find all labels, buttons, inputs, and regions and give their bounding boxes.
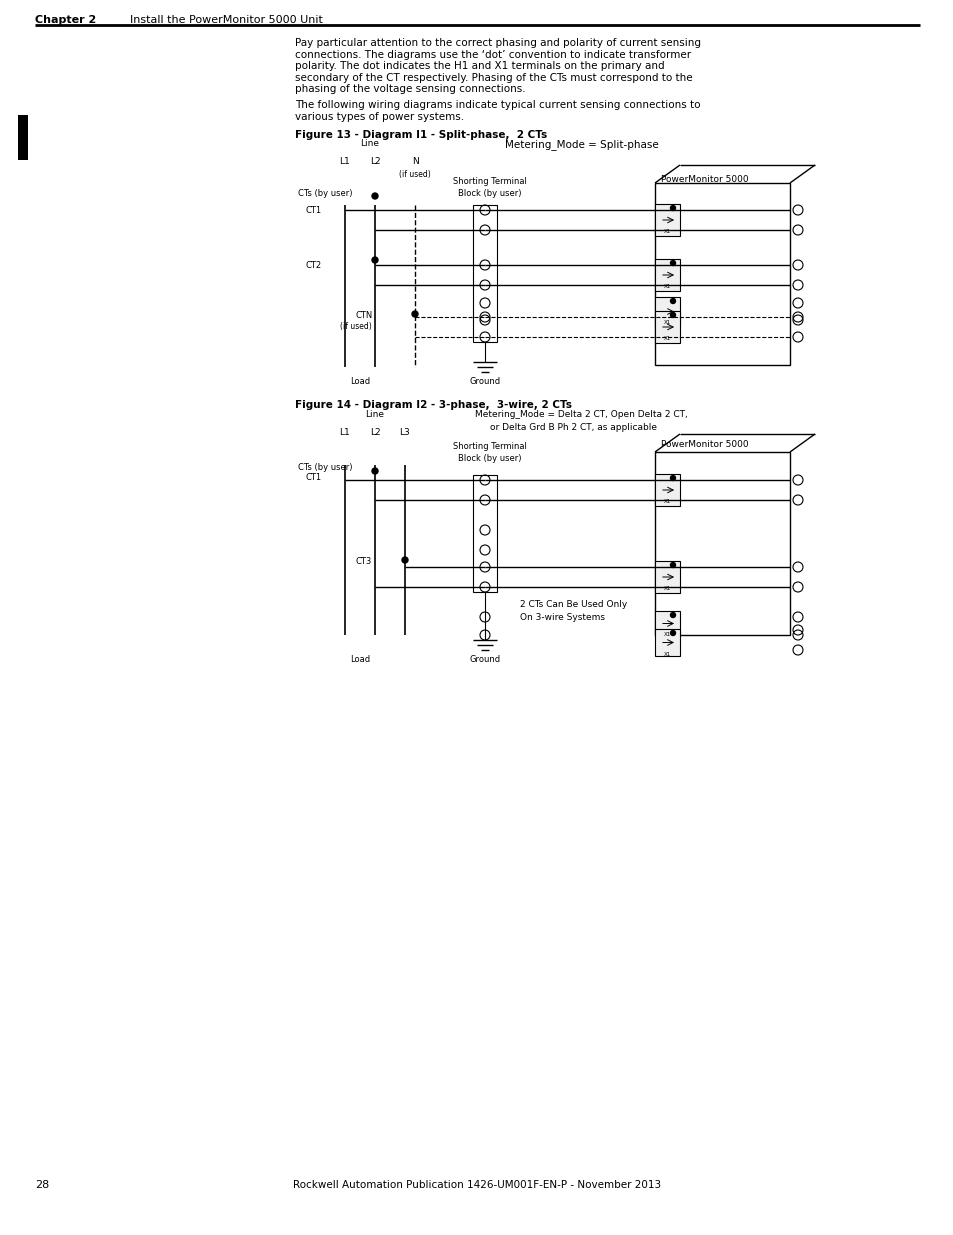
- Text: (if used): (if used): [398, 170, 431, 179]
- Bar: [655, 296, 679, 326]
- Bar: [473, 475, 497, 592]
- Text: L2: L2: [370, 429, 380, 437]
- Text: Rockwell Automation Publication 1426-UM001F-EN-P - November 2013: Rockwell Automation Publication 1426-UM0…: [293, 1179, 660, 1191]
- Bar: [655, 452, 789, 635]
- Text: L3: L3: [399, 429, 410, 437]
- Text: Metering_Mode = Split-phase: Metering_Mode = Split-phase: [504, 140, 659, 149]
- Bar: [655, 474, 679, 506]
- Bar: [655, 183, 789, 366]
- Text: Load: Load: [350, 655, 370, 664]
- Text: Install the PowerMonitor 5000 Unit: Install the PowerMonitor 5000 Unit: [130, 15, 322, 25]
- Text: Ground: Ground: [469, 377, 500, 387]
- Circle shape: [670, 312, 675, 317]
- Text: PowerMonitor 5000: PowerMonitor 5000: [660, 440, 748, 450]
- Text: 28: 28: [35, 1179, 50, 1191]
- Circle shape: [670, 205, 675, 210]
- Circle shape: [670, 261, 675, 266]
- Text: Figure 14 - Diagram I2 - 3-phase,  3-wire, 2 CTs: Figure 14 - Diagram I2 - 3-phase, 3-wire…: [294, 400, 572, 410]
- Text: X1: X1: [662, 336, 670, 341]
- Bar: [655, 311, 679, 343]
- Bar: [655, 629, 679, 656]
- Text: L2: L2: [370, 157, 380, 165]
- Text: Block (by user): Block (by user): [457, 454, 521, 463]
- Circle shape: [670, 299, 675, 304]
- Circle shape: [670, 613, 675, 618]
- Text: Ground: Ground: [469, 655, 500, 664]
- Text: X1: X1: [662, 652, 670, 657]
- Bar: [18, 115, 28, 161]
- Circle shape: [372, 193, 377, 199]
- Text: On 3-wire Systems: On 3-wire Systems: [519, 613, 604, 622]
- Circle shape: [372, 257, 377, 263]
- Text: Pay particular attention to the correct phasing and polarity of current sensing
: Pay particular attention to the correct …: [294, 38, 700, 94]
- Text: Line: Line: [360, 140, 379, 148]
- Circle shape: [670, 475, 675, 480]
- Text: CTs (by user): CTs (by user): [297, 189, 352, 198]
- Text: CT1: CT1: [305, 206, 321, 215]
- Text: X1: X1: [662, 632, 670, 637]
- Text: Block (by user): Block (by user): [457, 189, 521, 198]
- Text: CTs (by user): CTs (by user): [297, 463, 352, 473]
- Bar: [655, 204, 679, 236]
- Bar: [655, 259, 679, 291]
- Text: CT1: CT1: [305, 473, 321, 482]
- Text: (if used): (if used): [339, 322, 372, 331]
- Text: Load: Load: [350, 377, 370, 387]
- Text: Chapter 2: Chapter 2: [35, 15, 96, 25]
- Text: X1: X1: [662, 585, 670, 592]
- Text: CT3: CT3: [355, 557, 371, 567]
- Text: L1: L1: [339, 429, 350, 437]
- Text: X1: X1: [662, 284, 670, 289]
- Circle shape: [372, 468, 377, 474]
- Text: CTN: CTN: [355, 310, 372, 320]
- Text: Shorting Terminal: Shorting Terminal: [453, 177, 526, 186]
- Text: or Delta Grd B Ph 2 CT, as applicable: or Delta Grd B Ph 2 CT, as applicable: [490, 424, 657, 432]
- Circle shape: [401, 557, 408, 563]
- Text: N: N: [411, 157, 418, 165]
- Bar: [655, 561, 679, 593]
- Text: CT2: CT2: [305, 261, 321, 270]
- Text: PowerMonitor 5000: PowerMonitor 5000: [660, 175, 748, 184]
- Text: Shorting Terminal: Shorting Terminal: [453, 442, 526, 451]
- Text: X1: X1: [662, 228, 670, 233]
- Bar: [655, 611, 679, 636]
- Text: X1: X1: [662, 499, 670, 504]
- Text: 2 CTs Can Be Used Only: 2 CTs Can Be Used Only: [519, 600, 626, 609]
- Text: L1: L1: [339, 157, 350, 165]
- Circle shape: [412, 311, 417, 317]
- Bar: [473, 205, 497, 342]
- Circle shape: [670, 562, 675, 568]
- Text: Metering_Mode = Delta 2 CT, Open Delta 2 CT,: Metering_Mode = Delta 2 CT, Open Delta 2…: [475, 410, 687, 419]
- Text: The following wiring diagrams indicate typical current sensing connections to
va: The following wiring diagrams indicate t…: [294, 100, 700, 121]
- Text: Line: Line: [365, 410, 384, 419]
- Circle shape: [670, 631, 675, 636]
- Text: Figure 13 - Diagram I1 - Split-phase,  2 CTs: Figure 13 - Diagram I1 - Split-phase, 2 …: [294, 130, 547, 140]
- Text: X1: X1: [662, 321, 670, 326]
